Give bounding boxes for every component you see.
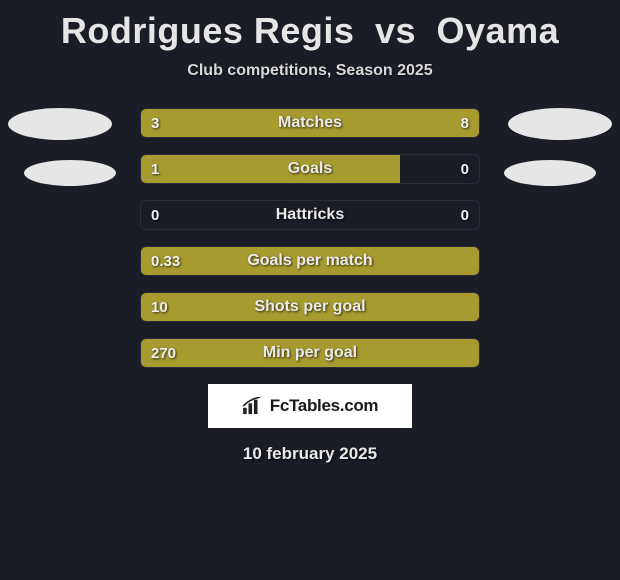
bar-fill-left	[141, 339, 479, 367]
player1-name: Rodrigues Regis	[61, 10, 355, 51]
stat-value-right: 0	[451, 155, 479, 183]
player2-name: Oyama	[437, 10, 560, 51]
subtitle: Club competitions, Season 2025	[0, 62, 620, 80]
bar-fill-left	[141, 247, 479, 275]
stat-row: 38Matches	[140, 108, 480, 138]
stat-bars: 38Matches10Goals00Hattricks0.33Goals per…	[140, 108, 480, 368]
stat-row: 0.33Goals per match	[140, 246, 480, 276]
bar-fill-left	[141, 109, 233, 137]
date-label: 10 february 2025	[0, 444, 620, 464]
comparison-title: Rodrigues Regis vs Oyama	[0, 0, 620, 52]
player2-oval-top	[508, 108, 612, 140]
stat-row: 10Shots per goal	[140, 292, 480, 322]
logo-box: FcTables.com	[208, 384, 412, 428]
chart-area: 38Matches10Goals00Hattricks0.33Goals per…	[0, 108, 620, 368]
stat-row: 10Goals	[140, 154, 480, 184]
fctables-icon	[242, 397, 264, 415]
bar-fill-left	[141, 293, 479, 321]
stat-row: 270Min per goal	[140, 338, 480, 368]
bar-fill-left	[141, 155, 400, 183]
vs-text: vs	[375, 10, 416, 51]
player1-oval-top	[8, 108, 112, 140]
stat-value-left: 0	[141, 201, 169, 229]
stat-row: 0 0Hattricks	[140, 200, 480, 230]
logo-text: FcTables.com	[270, 396, 379, 416]
stat-label: Hattricks	[141, 201, 479, 229]
player2-oval-bottom	[504, 160, 596, 186]
stat-value-right: 0	[451, 201, 479, 229]
player1-oval-bottom	[24, 160, 116, 186]
bar-fill-right	[233, 109, 479, 137]
